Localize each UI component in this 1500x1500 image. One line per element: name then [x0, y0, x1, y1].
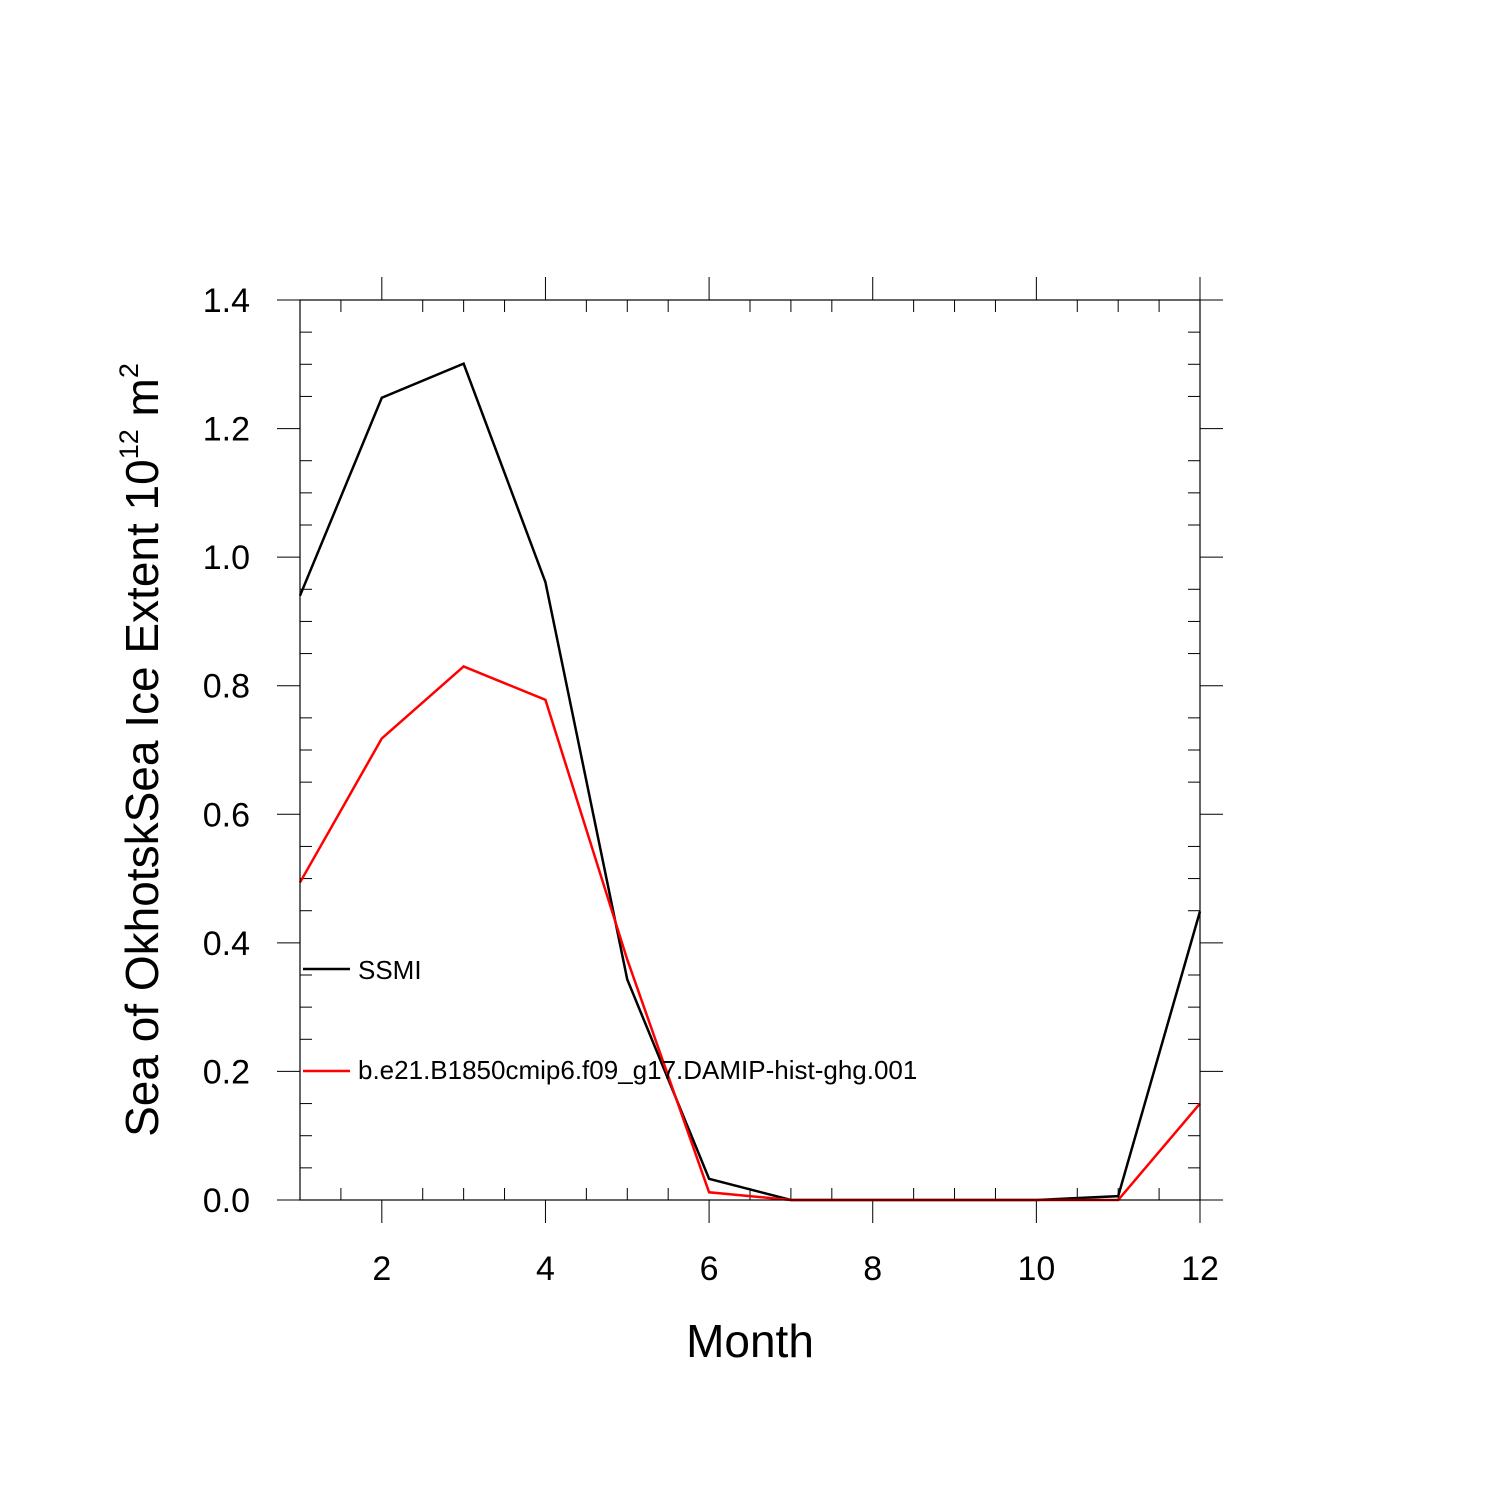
- x-tick-label: 6: [700, 1250, 719, 1288]
- plot-frame: [299, 299, 1201, 1201]
- y-tick-label: 1.0: [203, 539, 250, 577]
- y-tick-label: 0.8: [203, 668, 250, 706]
- series-line-model: [298, 664, 1201, 1202]
- minor-ticks: [299, 300, 1200, 1200]
- legend-label-ssmi: SSMI: [358, 955, 422, 985]
- y-tick-labels: 0.0 0.2 0.4 0.6 0.8 1.0 1.2 1.4: [203, 282, 250, 1220]
- x-tick-label: 12: [1181, 1250, 1219, 1288]
- x-tick-label: 10: [1017, 1250, 1055, 1288]
- y-axis-title: Sea of OkhotskSea Ice Extent 1012 m2: [114, 363, 168, 1137]
- x-axis-title: Month: [686, 1315, 814, 1367]
- y-tick-label: 1.2: [203, 411, 250, 449]
- y-axis-title-unit-exponent: 2: [114, 363, 144, 378]
- y-axis-title-main: Sea of OkhotskSea Ice Extent 10: [116, 459, 168, 1137]
- y-axis-title-exponent: 12: [114, 429, 144, 459]
- y-tick-label: 1.4: [203, 282, 250, 320]
- major-ticks: [277, 277, 1223, 1223]
- y-tick-label: 0.4: [203, 925, 250, 963]
- y-tick-label: 0.2: [203, 1053, 250, 1091]
- legend: SSMI b.e21.B1850cmip6.f09_g17.DAMIP-hist…: [303, 955, 917, 1085]
- y-tick-label: 0.0: [203, 1182, 250, 1220]
- y-tick-label: 0.6: [203, 796, 250, 834]
- legend-label-model: b.e21.B1850cmip6.f09_g17.DAMIP-hist-ghg.…: [358, 1055, 917, 1085]
- x-tick-label: 8: [863, 1250, 882, 1288]
- y-axis-title-unit: m: [116, 378, 168, 429]
- x-tick-labels: 2 4 6 8 10 12: [372, 1250, 1219, 1288]
- x-tick-label: 2: [372, 1250, 391, 1288]
- x-tick-label: 4: [536, 1250, 555, 1288]
